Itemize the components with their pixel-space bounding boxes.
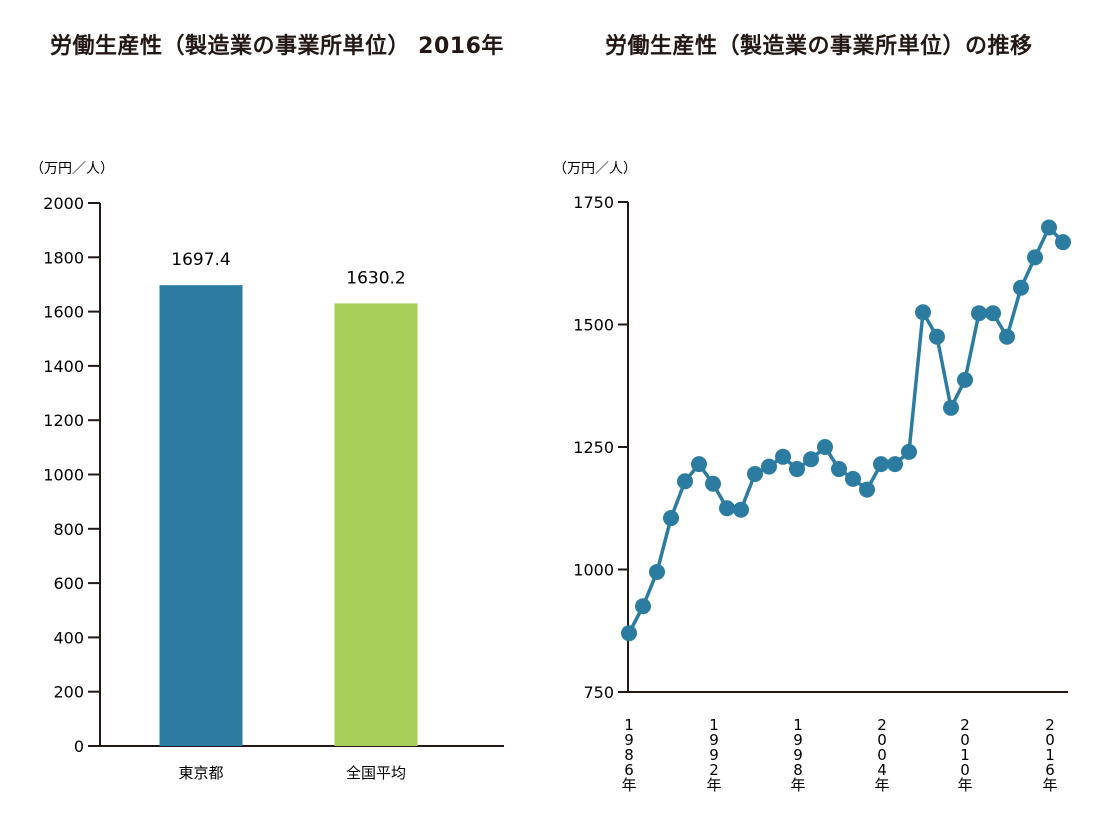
- bar-y-tick-label: 1800: [43, 248, 84, 267]
- bar: [159, 285, 243, 746]
- line-data-point: [831, 461, 847, 478]
- line-data-point: [971, 305, 987, 322]
- line-data-point: [677, 473, 693, 490]
- line-data-point: [929, 328, 945, 345]
- line-data-point: [943, 399, 959, 416]
- line-y-tick-label: 1500: [573, 316, 614, 335]
- line-data-point: [789, 461, 805, 478]
- line-data-point: [845, 470, 861, 487]
- line-data-point: [887, 456, 903, 473]
- line-chart: （万円／人） 750 1000 1250 1500 1750 1 9 8 6 年 1 9 9 2 年 1 9 9…: [553, 161, 1071, 794]
- line-data-point: [817, 439, 833, 455]
- line-data-point: [803, 451, 819, 468]
- bar-y-tick-label: 200: [53, 683, 84, 702]
- bar-y-tick-label: 2000: [43, 194, 84, 213]
- bar-y-tick-label: 800: [53, 520, 84, 539]
- line-data-point: [691, 456, 707, 473]
- line-unit-label: （万円／人）: [553, 161, 637, 177]
- line-data-point: [901, 443, 917, 460]
- line-series-path: [627, 225, 1065, 635]
- bar-chart: （万円／人） 0 200 400 600 800 1000 1200 1400 1600 1800…: [30, 161, 504, 782]
- line-data-point: [733, 501, 749, 518]
- bar-value-label: 1697.4: [171, 250, 230, 270]
- line-data-point: [649, 563, 665, 580]
- bar-y-tick-label: 1400: [43, 357, 84, 376]
- line-data-point: [775, 448, 791, 465]
- line-y-tick-label: 1000: [573, 561, 614, 580]
- line-data-point: [761, 458, 777, 475]
- line-y-tick-label: 750: [583, 683, 614, 702]
- line-data-point: [663, 510, 679, 527]
- line-data-point: [747, 465, 763, 482]
- line-data-point: [957, 371, 973, 388]
- bar-value-label: 1630.2: [346, 268, 405, 288]
- bar-y-tick-label: 0: [74, 737, 84, 756]
- line-y-tick-label: 1750: [573, 193, 614, 212]
- bar-chart-title: 労働生産性（製造業の事業所単位） 2016年: [50, 34, 504, 59]
- bar-y-tick-label: 1200: [43, 411, 84, 430]
- line-y-tick-label: 1250: [573, 438, 614, 457]
- bar: [334, 303, 418, 746]
- line-data-point: [1055, 234, 1071, 251]
- line-data-point: [719, 500, 735, 517]
- line-data-point: [1027, 249, 1043, 266]
- bar-y-tick-label: 600: [53, 574, 84, 593]
- line-chart-title: 労働生産性（製造業の事業所単位）の推移: [605, 34, 1033, 59]
- bar-y-tick-label: 1000: [43, 466, 84, 485]
- bar-unit-label: （万円／人）: [30, 161, 114, 177]
- line-data-point: [859, 481, 875, 498]
- line-data-point: [915, 304, 931, 321]
- line-data-point: [635, 598, 651, 615]
- bar-y-tick-label: 400: [53, 628, 84, 647]
- line-data-point: [1013, 279, 1029, 296]
- bar-category-label: 東京都: [178, 764, 223, 782]
- line-data-point: [621, 625, 637, 642]
- line-data-point: [999, 328, 1015, 345]
- line-data-point: [1041, 219, 1057, 236]
- bar-category-label: 全国平均: [346, 764, 406, 782]
- line-data-point: [705, 475, 721, 492]
- line-data-point: [873, 456, 889, 473]
- bar-y-tick-label: 1600: [43, 303, 84, 322]
- line-data-point: [985, 305, 1001, 322]
